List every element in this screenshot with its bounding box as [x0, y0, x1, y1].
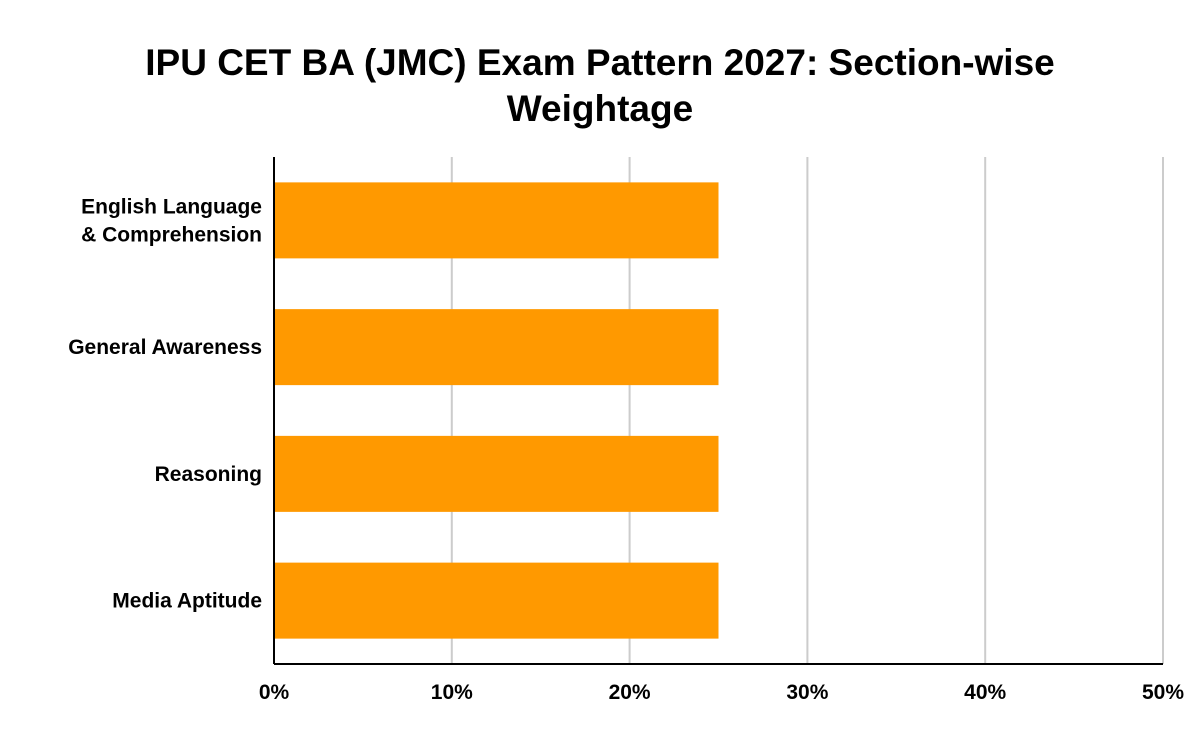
category-label-0: English Language & Comprehension: [81, 195, 262, 246]
bar-2: [274, 435, 719, 512]
x-tick-label-30: 30%: [786, 681, 828, 704]
x-tick-label-10: 10%: [431, 681, 473, 704]
category-label-2: Reasoning: [155, 463, 262, 486]
bar-3: [274, 562, 719, 639]
labels: 0% 10% 20% 30% 40% 50% English Language & Compr…: [68, 195, 1184, 704]
category-label-1: General Awareness: [68, 336, 262, 359]
x-tick-label-20: 20%: [609, 681, 651, 704]
x-tick-label-50: 50%: [1142, 681, 1184, 704]
category-label-3: Media Aptitude: [112, 590, 262, 613]
bar-1: [274, 309, 719, 386]
axes: [273, 157, 1163, 665]
bar-0: [274, 182, 719, 259]
bars: [274, 182, 719, 639]
x-tick-label-0: 0%: [259, 681, 290, 704]
chart-title: IPU CET BA (JMC) Exam Pattern 2027: Sect…: [145, 42, 1055, 129]
x-tick-label-40: 40%: [964, 681, 1006, 704]
